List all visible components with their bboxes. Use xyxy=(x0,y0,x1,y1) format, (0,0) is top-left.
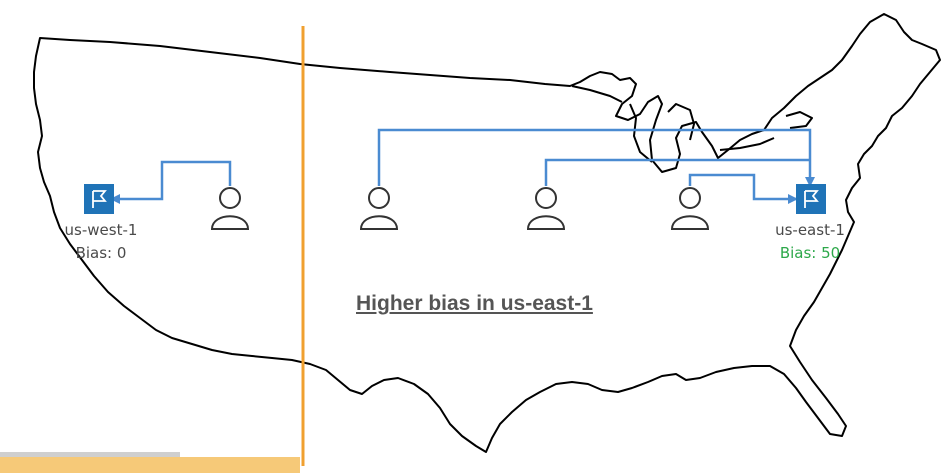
bias-value-east: Bias: 50 xyxy=(779,244,841,262)
region-name-east: us-east-1 xyxy=(775,221,845,239)
region-box-east xyxy=(796,184,826,214)
route-user-1 xyxy=(377,128,815,187)
routing-lines xyxy=(110,128,815,204)
diagram-caption: Higher bias in us-east-1 xyxy=(356,292,593,315)
region-box-west xyxy=(84,184,114,214)
route-user-2 xyxy=(544,158,810,186)
bottom-swoosh xyxy=(0,457,300,473)
user-icon xyxy=(210,187,250,230)
bias-value-west: Bias: 0 xyxy=(75,244,127,262)
route-west-user xyxy=(110,160,232,204)
flag-icon xyxy=(804,190,819,208)
flag-icon xyxy=(92,190,107,208)
region-name-west: us-west-1 xyxy=(64,221,138,239)
user-icon xyxy=(359,187,399,230)
user-icon xyxy=(526,187,566,230)
user-icon xyxy=(670,187,710,230)
us-map-outline xyxy=(33,13,941,453)
route-user-3 xyxy=(688,173,798,204)
